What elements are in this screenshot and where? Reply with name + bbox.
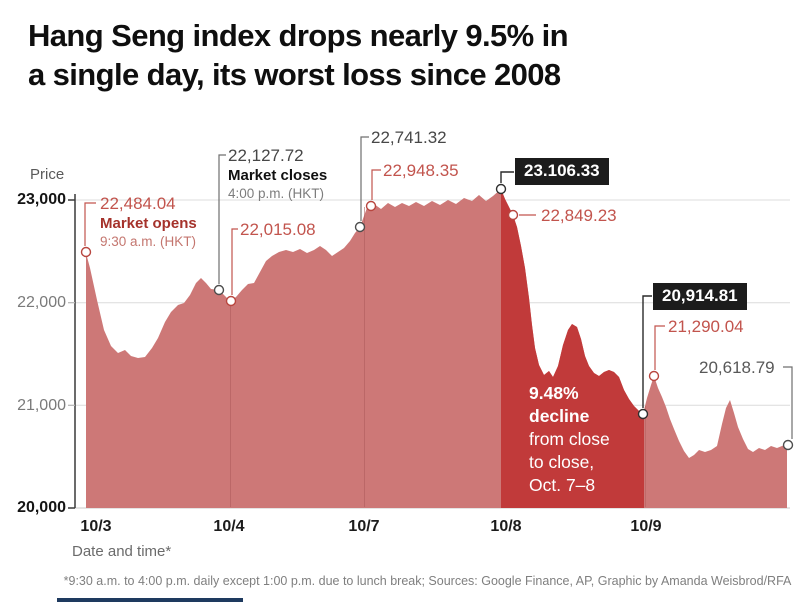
x-tick-label-10-3: 10/3: [80, 518, 112, 535]
annotation-open-10-7-value: 22,948.35: [383, 161, 459, 180]
decline-word: decline: [529, 406, 590, 426]
annotation-market-closes-label: Market closes: [228, 167, 328, 184]
x-axis-title: Date and time*: [72, 543, 172, 560]
y-axis-title: Price: [30, 166, 65, 183]
annotation-close-10-7-box: 23.106.33: [515, 158, 609, 185]
bottom-brand-bar: [57, 598, 243, 602]
title-line-2: a single day, its worst loss since 2008: [28, 57, 561, 92]
annotation-close-10-8-box: 20,914.81: [653, 283, 747, 310]
marker-close-10-7: [495, 183, 507, 195]
leader-close-10-7: [500, 171, 514, 183]
x-tick-label-10-8: 10/8: [490, 518, 522, 535]
marker-open-10-7: [365, 200, 377, 212]
annotation-open-10-8-value: 22,849.23: [541, 206, 617, 225]
marker-close-10-4: [354, 221, 366, 233]
annotation-close-10-3-value: 22,127.72: [228, 146, 304, 165]
decline-line-2: to close,: [529, 452, 595, 472]
page-title: Hang Seng index drops nearly 9.5% in a s…: [28, 16, 569, 94]
x-tick-label-10-4: 10/4: [213, 518, 245, 535]
marker-open-10-9: [648, 370, 660, 382]
leader-open-10-7: [371, 169, 381, 200]
x-tick-label-10-9: 10/9: [630, 518, 662, 535]
decline-line-3: Oct. 7–8: [529, 475, 596, 495]
annotation-close-time: 4:00 p.m. (HKT): [228, 186, 325, 201]
leader-close-10-4: [360, 136, 369, 221]
leader-open-10-4: [231, 228, 238, 295]
marker-close-10-3: [213, 284, 225, 296]
leader-open-10-9: [654, 325, 665, 370]
marker-open-10-4: [225, 295, 237, 307]
annotation-open-10-9-value: 21,290.04: [668, 317, 744, 336]
y-tick-label-20000: 20,000: [17, 499, 66, 516]
decline-line-1: from close: [529, 429, 610, 449]
decline-pct: 9.48%: [529, 383, 579, 403]
annotation-last-price-value: 20,618.79: [699, 358, 775, 377]
marker-close-10-8: [637, 408, 649, 420]
annotation-market-opens-label: Market opens: [100, 215, 197, 232]
y-tick-label-23000: 23,000: [17, 191, 66, 208]
marker-open-10-3: [80, 246, 92, 258]
y-tick-label-21000: 21,000: [17, 397, 66, 414]
annotation-open-10-4-value: 22,015.08: [240, 220, 316, 239]
y-tick-label-22000: 22,000: [17, 294, 66, 311]
decline-area-highlight: [501, 189, 644, 508]
leader-open-10-3: [84, 202, 96, 246]
leader-close-10-8: [642, 295, 652, 408]
marker-last-10-9: [782, 439, 794, 451]
leader-last-10-9: [783, 366, 793, 439]
leader-close-10-3: [218, 154, 226, 284]
marker-open-10-8: [507, 209, 519, 221]
annotation-close-10-4-value: 22,741.32: [371, 128, 447, 147]
annotation-open-time: 9:30 a.m. (HKT): [100, 234, 197, 249]
source-footnote: *9:30 a.m. to 4:00 p.m. daily except 1:0…: [63, 574, 792, 588]
decline-annotation: 9.48% decline from close to close, Oct. …: [529, 382, 610, 497]
title-line-1: Hang Seng index drops nearly 9.5% in: [28, 18, 569, 53]
annotation-open-10-3-value: 22,484.04: [100, 194, 176, 213]
x-tick-label-10-7: 10/7: [348, 518, 380, 535]
